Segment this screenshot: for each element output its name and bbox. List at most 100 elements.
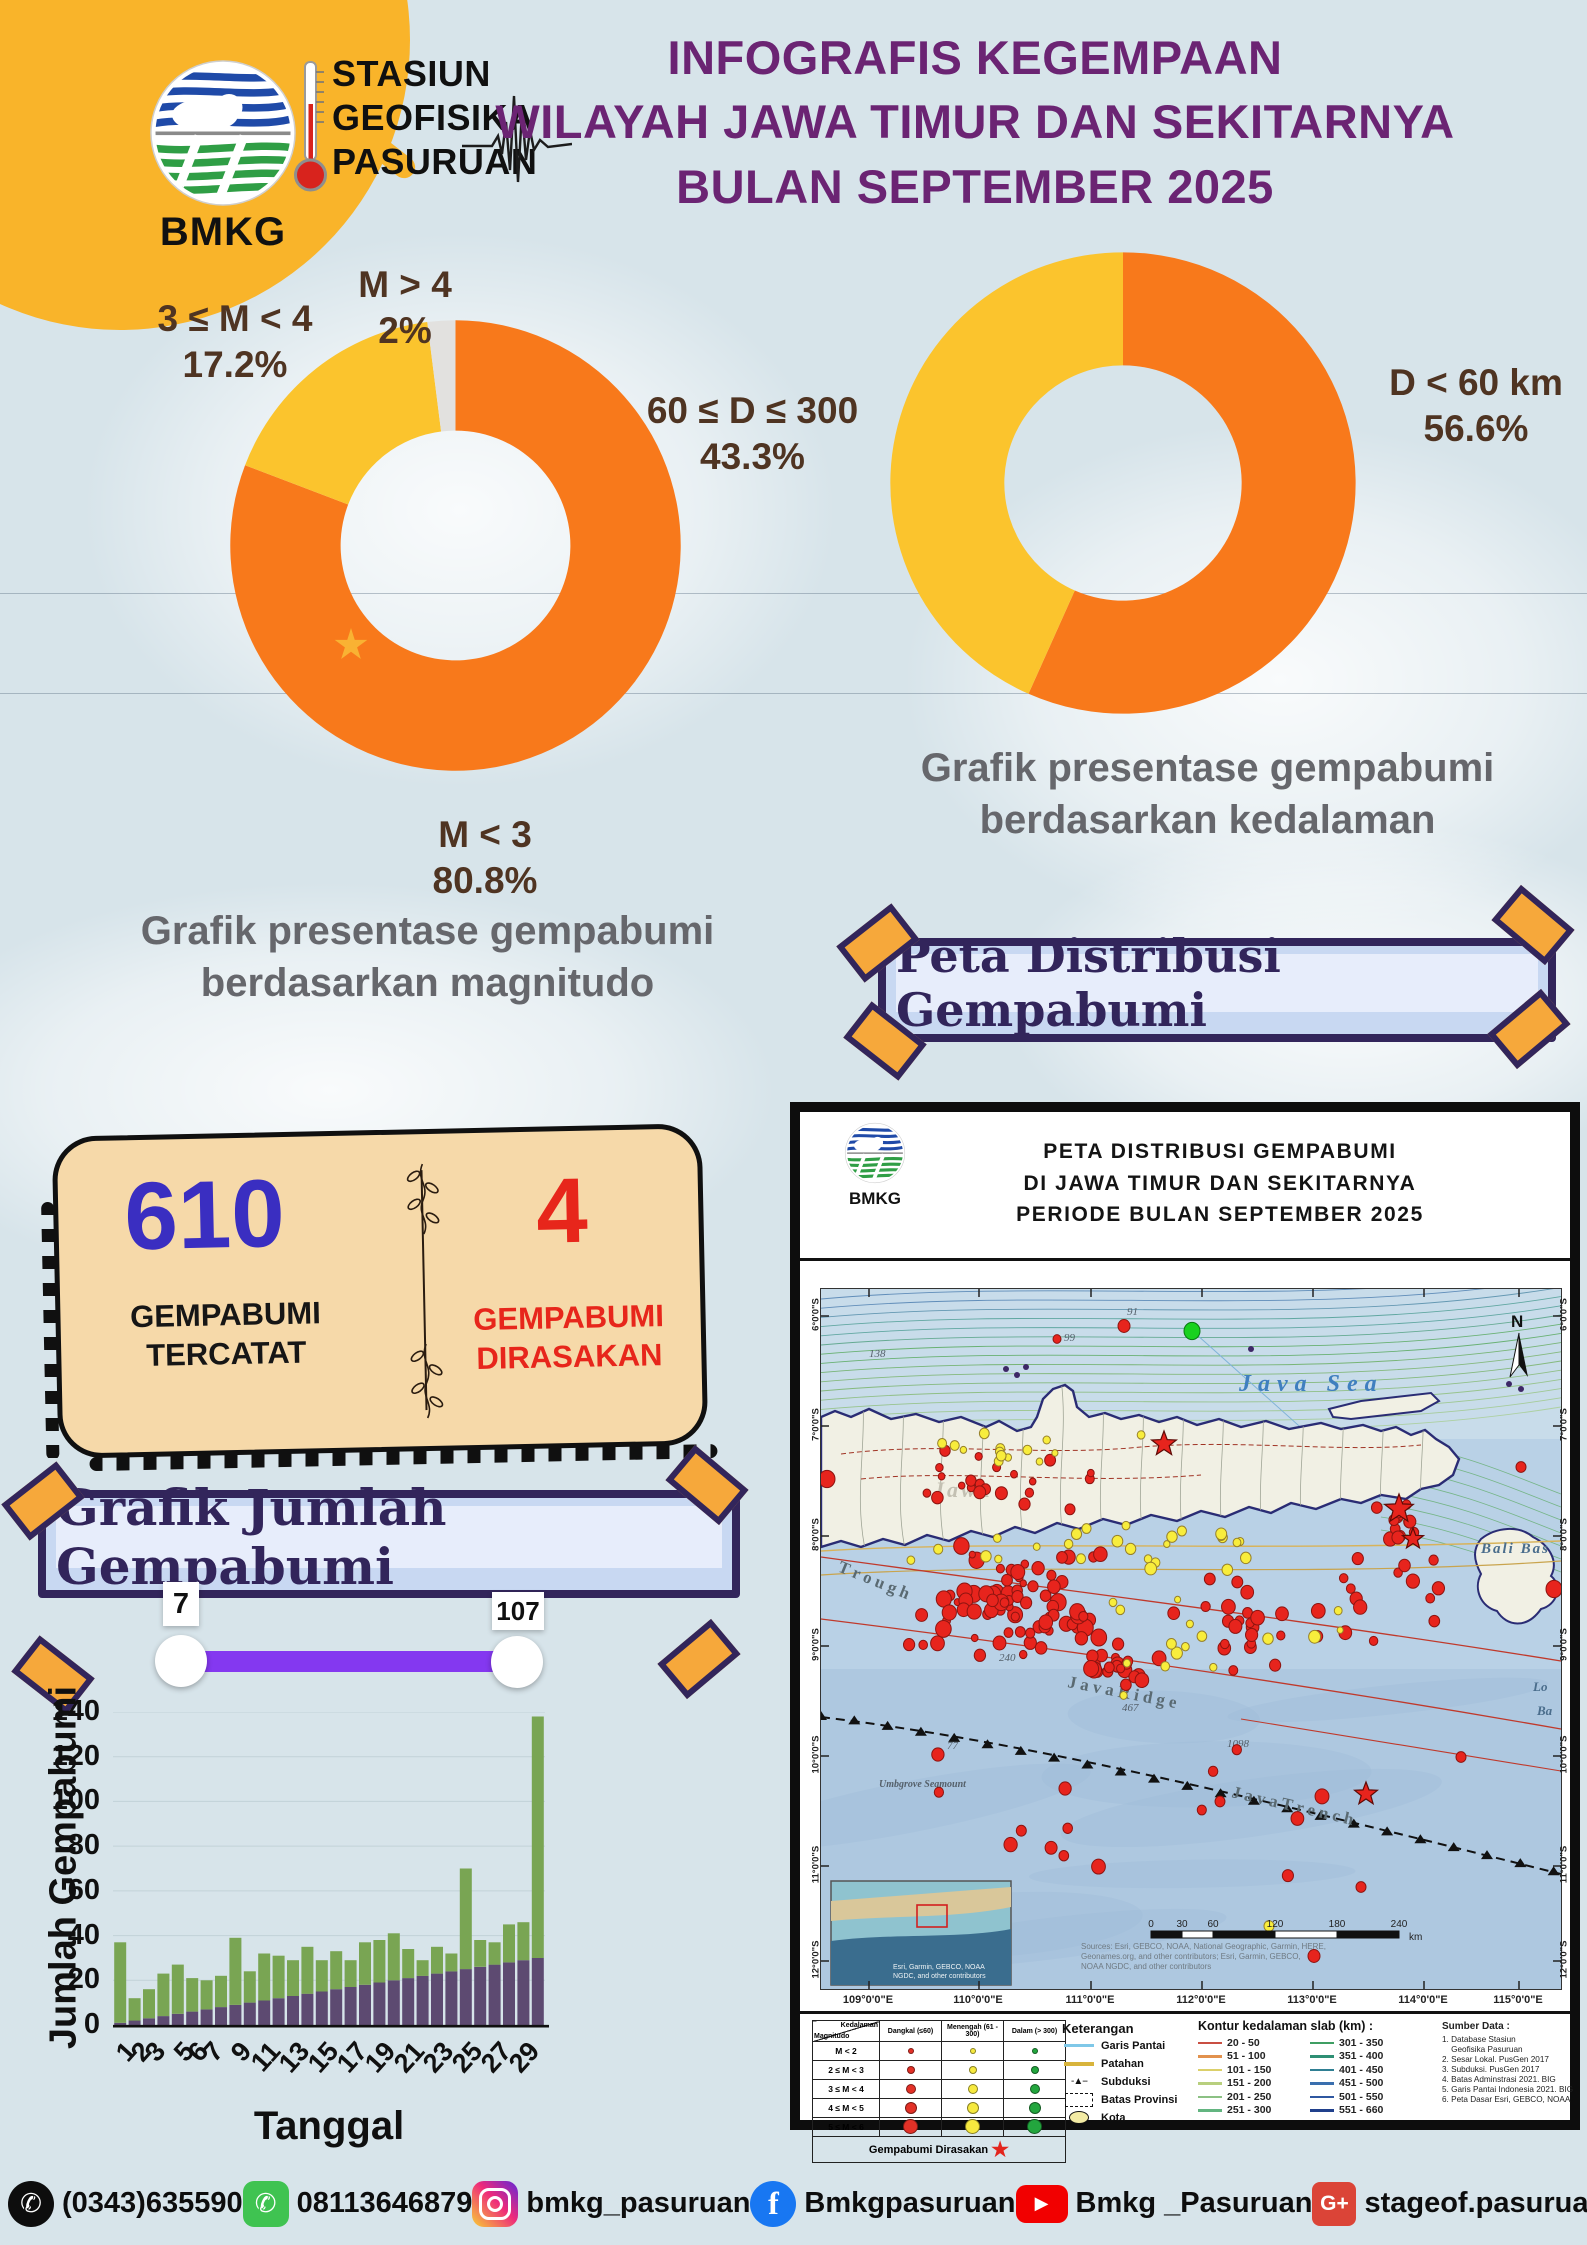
longitude-label: 112°0'0"E <box>1176 1994 1226 2006</box>
bar-segment <box>215 2007 227 2025</box>
earthquake-dot <box>1120 1678 1132 1692</box>
map-header: BMKG PETA DISTRIBUSI GEMPABUMI DI JAWA T… <box>800 1112 1570 1258</box>
bar-segment <box>387 1980 400 2025</box>
bar-segment <box>459 1868 472 1970</box>
bar-segment <box>128 2020 141 2025</box>
earthquake-dot <box>1160 1661 1171 1672</box>
footer-contact-item[interactable]: ✆ 08113646879 <box>242 2180 472 2227</box>
bar-segment <box>128 1998 141 2021</box>
bar-segment <box>445 1953 458 1972</box>
bar-segment <box>287 1995 299 2025</box>
earthquake-dot <box>1262 1632 1274 1645</box>
subduction-line <box>821 1716 1561 1875</box>
bar-segment <box>171 1964 184 2014</box>
bar-segment <box>474 1966 487 2025</box>
depth-caption: Grafik presentase gempabumi berdasarkan k… <box>920 746 1495 842</box>
footer-contact-item[interactable]: ▶ Bmkg _Pasuruan <box>1015 2184 1312 2223</box>
bar-segment <box>272 1955 285 1999</box>
latitude-label: 7°0'0"S <box>1558 1408 1570 1441</box>
earthquake-dot <box>1124 1542 1137 1556</box>
footer-contact-item[interactable]: ✆ (0343)635590 <box>8 2180 243 2227</box>
kontur-range: 551 - 660 <box>1310 2104 1422 2118</box>
kontur-range: 451 - 500 <box>1310 2077 1422 2091</box>
earthquake-dot <box>1044 1453 1057 1467</box>
earthquake-dot <box>1166 1530 1178 1543</box>
earthquake-dot <box>1310 1602 1326 1619</box>
donut-label-d300: 60 ≤ D ≤ 300 43.3% <box>646 390 859 478</box>
sumber-line: 4. Batas Adminstrasi 2021. BIG <box>1442 2075 1556 2084</box>
earthquake-dot <box>1174 1595 1182 1604</box>
earthquake-dot <box>968 1550 976 1559</box>
latitude-label: 12°0'0"S <box>1558 1940 1570 1979</box>
bar-segment <box>301 1946 314 1994</box>
longitude-label: 114°0'0"E <box>1398 1994 1448 2006</box>
earthquake-dot <box>1232 1537 1242 1548</box>
earthquake-dot <box>994 1554 1003 1564</box>
station-line: GEOFISIKA <box>332 96 535 138</box>
range-slider-track[interactable] <box>181 1651 517 1672</box>
earthquake-dot <box>1042 1435 1051 1445</box>
bar-segment <box>143 2018 155 2025</box>
earthquake-dot <box>1001 1573 1013 1587</box>
slider-handle-left[interactable] <box>155 1635 207 1687</box>
earthquake-dot <box>973 1648 987 1662</box>
bar-segment <box>344 1960 357 1987</box>
bar-segment <box>157 2016 170 2025</box>
bar-segment <box>387 1933 400 1981</box>
bar-segment <box>330 1989 343 2025</box>
earthquake-dot <box>1111 1637 1125 1651</box>
earthquake-dot <box>1003 1836 1018 1853</box>
map-title: PETA DISTRIBUSI GEMPABUMI DI JAWA TIMUR … <box>1016 1140 1424 1226</box>
footer-contact-item[interactable]: G+stageof.pasuruan@bmkg.go.id <box>1312 2181 1587 2226</box>
earthquake-dot <box>1269 1658 1282 1672</box>
thermometer-icon <box>290 58 332 213</box>
y-tick-label: 80 <box>67 1829 100 1862</box>
earthquake-dot <box>1024 1487 1035 1498</box>
map-banner: Peta Distribusi Gempabumi <box>878 929 1556 1042</box>
footer-contact-item[interactable]: f Bmkgpasuruan <box>750 2180 1016 2227</box>
map-label: Java Sea <box>1238 1371 1384 1397</box>
earthquake-dot <box>1116 1663 1126 1674</box>
sumber-line: 1. Database Stasiun <box>1442 2035 1516 2044</box>
bali-island <box>1474 1528 1559 1625</box>
magnitude-donut-chart <box>230 320 681 771</box>
madura-island <box>1327 1391 1441 1421</box>
magnitude-donut-slice <box>427 320 456 432</box>
bar-segment <box>459 1969 472 2025</box>
kontur-range: 301 - 350 <box>1310 2036 1422 2050</box>
earthquake-dot <box>994 1486 1008 1501</box>
footer-contact-item[interactable]: bmkg_pasuruan <box>472 2180 750 2227</box>
bar-segment <box>503 1924 515 1963</box>
earthquake-dot <box>1134 1672 1150 1689</box>
earthquake-dot <box>1051 1449 1059 1457</box>
earthquake-dot <box>1019 1579 1027 1588</box>
earthquake-dot <box>1275 1606 1289 1622</box>
earthquake-dot <box>1196 1804 1207 1816</box>
youtube-icon: ▶ <box>1015 2184 1068 2223</box>
felt-earthquake-star <box>1149 1429 1179 1456</box>
earthquake-dot <box>935 1463 944 1473</box>
earthquake-dot <box>933 1543 944 1555</box>
legend-keterangan: Keterangan Garis Pantai Patahan -▲-- Subduk… <box>1062 2021 1190 2126</box>
y-tick-label: 20 <box>67 1963 100 1996</box>
earthquake-dot <box>1163 1540 1171 1549</box>
earthquake-dot <box>1183 1321 1201 1341</box>
y-tick-label: 60 <box>67 1873 100 1906</box>
earthquake-dot <box>1075 1553 1087 1565</box>
legend-item: Garis Pantai <box>1062 2038 1190 2055</box>
bar-segment <box>531 1957 544 2025</box>
earthquake-dot <box>1214 1795 1226 1808</box>
earthquake-dot <box>1250 1609 1265 1626</box>
earthquake-dot <box>1078 1610 1089 1622</box>
svg-text:0: 0 <box>1148 1919 1154 1930</box>
longitude-label: 111°0'0"E <box>1065 1994 1115 2006</box>
earthquake-dot <box>1428 1614 1441 1628</box>
earthquake-dot <box>1115 1604 1126 1616</box>
slider-handle-right[interactable] <box>491 1636 543 1688</box>
bar-segment <box>344 1987 357 2025</box>
y-tick-label: 140 <box>51 1695 100 1727</box>
bar-segment <box>171 2013 184 2025</box>
earthquake-dot <box>941 1604 957 1621</box>
kontur-range: 251 - 300 <box>1198 2104 1310 2118</box>
